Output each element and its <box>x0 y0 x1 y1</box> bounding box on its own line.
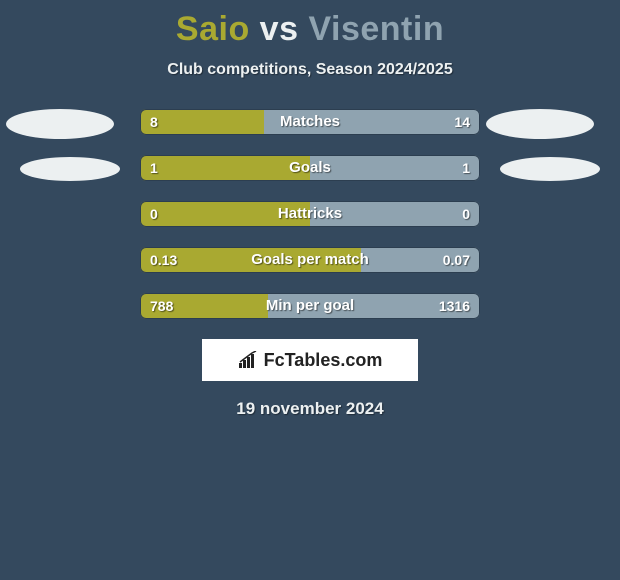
barchart-icon <box>238 351 260 369</box>
portrait-ellipse-2 <box>20 157 120 181</box>
logo: FcTables.com <box>238 350 383 371</box>
stat-label: Goals per match <box>140 247 480 273</box>
stat-value-left: 1 <box>150 155 158 181</box>
stat-label: Matches <box>140 109 480 135</box>
stat-value-left: 0 <box>150 201 158 227</box>
stat-label: Goals <box>140 155 480 181</box>
portrait-ellipse-0 <box>6 109 114 139</box>
stat-label: Hattricks <box>140 201 480 227</box>
stat-value-right: 14 <box>454 109 470 135</box>
stat-value-left: 0.13 <box>150 247 177 273</box>
stat-value-right: 0 <box>462 201 470 227</box>
stat-value-right: 1316 <box>439 293 470 319</box>
subtitle: Club competitions, Season 2024/2025 <box>0 61 620 79</box>
stat-row-matches: Matches8 14 <box>140 109 480 135</box>
vs-text: vs <box>260 10 299 48</box>
stats-area: Matches8 14 Goals1 1 Hattricks0 0 Goals per ma… <box>0 109 620 319</box>
logo-text: FcTables.com <box>264 350 383 371</box>
portrait-ellipse-1 <box>486 109 594 139</box>
stat-value-right: 1 <box>462 155 470 181</box>
date: 19 november 2024 <box>0 399 620 419</box>
stat-row-min-per-goal: Min per goal788 1316 <box>140 293 480 319</box>
player2-name: Visentin <box>308 10 444 48</box>
stat-row-goals: Goals1 1 <box>140 155 480 181</box>
stat-value-left: 788 <box>150 293 173 319</box>
comparison-title: Saio vs Visentin <box>0 0 620 49</box>
player1-name: Saio <box>176 10 250 48</box>
stat-row-hattricks: Hattricks0 0 <box>140 201 480 227</box>
stat-value-left: 8 <box>150 109 158 135</box>
stat-row-goals-per-match: Goals per match0.13 0.07 <box>140 247 480 273</box>
portrait-ellipse-3 <box>500 157 600 181</box>
stat-value-right: 0.07 <box>443 247 470 273</box>
logo-box: FcTables.com <box>202 339 418 381</box>
stat-label: Min per goal <box>140 293 480 319</box>
